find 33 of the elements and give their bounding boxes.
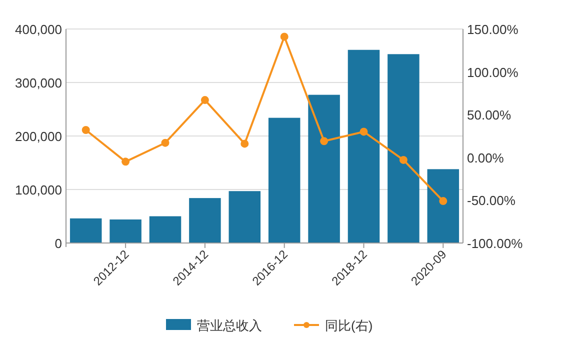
y2-tick-label: 150.00%	[467, 22, 519, 37]
point	[360, 128, 368, 136]
legend-label: 同比(右)	[325, 318, 373, 333]
bar	[427, 169, 460, 243]
y-tick-label: 200,000	[15, 129, 62, 144]
y-tick-label: 0	[54, 236, 62, 251]
point	[280, 32, 288, 41]
y-tick-label: 300,000	[15, 76, 62, 90]
y2-tick-label: 0.00%	[467, 150, 504, 166]
point	[320, 137, 328, 146]
bar	[388, 54, 420, 243]
point	[122, 158, 130, 166]
point	[200, 96, 209, 104]
y2-tick-label: 50.00%	[467, 108, 512, 123]
point	[240, 140, 249, 148]
bar	[228, 191, 261, 243]
bar	[70, 218, 102, 243]
y2-tick-label: 100.00%	[467, 64, 519, 80]
point	[399, 156, 408, 164]
bar	[268, 118, 300, 243]
point	[439, 197, 448, 206]
y2-tick-label: -50.00%	[467, 193, 516, 208]
y-tick-label: 100,000	[15, 182, 62, 198]
bar	[110, 219, 142, 243]
point	[82, 126, 90, 134]
bar	[308, 94, 340, 243]
point	[161, 138, 170, 147]
y-tick-label: 400,000	[15, 22, 62, 37]
legend-label: 营业总收入	[197, 318, 262, 333]
bar	[149, 216, 182, 243]
y2-tick-label: -100.00%	[467, 236, 524, 251]
bar	[348, 50, 380, 243]
bar	[189, 198, 221, 243]
